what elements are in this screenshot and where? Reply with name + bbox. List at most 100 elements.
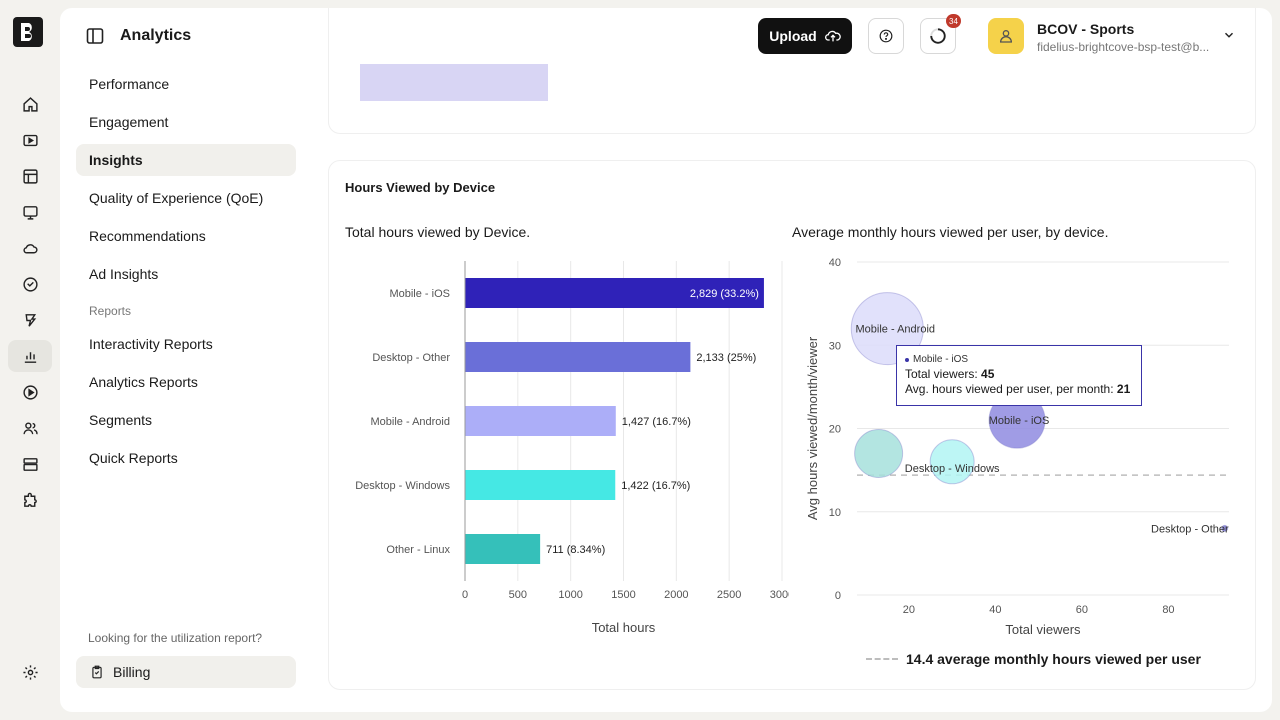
y-category-label: Mobile - iOS: [389, 288, 450, 300]
x-tick-label: 60: [1076, 604, 1088, 616]
upload-label: Upload: [769, 28, 817, 44]
upload-button[interactable]: Upload: [758, 18, 852, 54]
bar: [465, 278, 764, 308]
x-tick-label: 1500: [611, 589, 635, 601]
page-title: Analytics: [120, 27, 192, 44]
x-tick-label: 80: [1162, 604, 1174, 616]
x-tick-label: 20: [903, 604, 915, 616]
tooltip-series: Mobile - iOS: [913, 354, 969, 365]
bubble-label: Desktop - Other: [1151, 523, 1229, 535]
activity-button[interactable]: [920, 18, 956, 54]
x-tick-label: 2000: [664, 589, 688, 601]
tooltip-viewers-value: 45: [981, 367, 995, 381]
billing-label: Billing: [113, 664, 151, 680]
icon-rail: [0, 0, 58, 720]
nav-insights[interactable]: Insights: [76, 144, 296, 176]
x-tick-label: 3000: [770, 589, 789, 601]
tooltip-avg-value: 21: [1116, 382, 1131, 396]
bar-data-label: 2,133 (25%): [696, 352, 756, 364]
user-icon: [999, 30, 1013, 43]
brand-icon[interactable]: [8, 304, 52, 336]
bar-data-label: 1,427 (16.7%): [622, 416, 691, 428]
video-icon[interactable]: [8, 124, 52, 156]
nav-analytics-reports[interactable]: Analytics Reports: [89, 374, 198, 390]
series-dot-icon: [905, 357, 909, 362]
y-axis-title: Avg hours viewed/month/viewer: [805, 336, 820, 520]
bar: [465, 470, 616, 500]
help-icon: [879, 29, 893, 43]
bar: [465, 534, 541, 564]
nav-recommendations[interactable]: Recommendations: [89, 228, 206, 244]
bar-data-label: 711 (8.34%): [546, 544, 605, 556]
avatar: [988, 18, 1024, 54]
y-tick-label: 30: [829, 340, 841, 352]
bubble-label: Desktop - Windows: [905, 463, 1000, 475]
hours-by-device-card: Hours Viewed by Device Total hours viewe…: [328, 160, 1256, 690]
sidebar-toggle-icon[interactable]: [86, 27, 104, 45]
bar-data-label: 1,422 (16.7%): [621, 480, 690, 492]
shield-check-icon[interactable]: [8, 268, 52, 300]
billing-button[interactable]: Billing: [76, 656, 296, 688]
y-tick-label: 0: [835, 590, 841, 602]
main-panel: Analytics Upload 34 BCOV - Sports fideli…: [60, 8, 1272, 712]
nav-engagement[interactable]: Engagement: [89, 114, 169, 130]
archive-icon[interactable]: [8, 448, 52, 480]
y-tick-label: 10: [829, 507, 841, 519]
users-icon[interactable]: [8, 412, 52, 444]
puzzle-icon[interactable]: [8, 484, 52, 516]
brand-logo[interactable]: [12, 16, 44, 48]
bar: [465, 342, 691, 372]
nav-segments[interactable]: Segments: [89, 412, 153, 428]
chevron-down-icon[interactable]: [1222, 28, 1236, 42]
y-category-label: Other - Linux: [386, 544, 450, 556]
x-tick-label: 500: [509, 589, 527, 601]
y-category-label: Desktop - Other: [372, 352, 450, 364]
x-tick-label: 0: [462, 589, 468, 601]
y-category-label: Mobile - Android: [371, 416, 451, 428]
account-switcher[interactable]: BCOV - Sports fidelius-brightcove-bsp-te…: [988, 18, 1244, 54]
dashed-line-swatch: [866, 658, 898, 660]
bubble-chart-subtitle: Average monthly hours viewed per user, b…: [792, 224, 1109, 240]
clipboard-icon: [92, 665, 102, 679]
cloud-icon[interactable]: [8, 232, 52, 264]
x-tick-label: 1000: [558, 589, 582, 601]
cloud-upload-icon: [824, 30, 841, 42]
nav-ad-insights[interactable]: Ad Insights: [89, 266, 159, 282]
card-title: Hours Viewed by Device: [345, 180, 496, 195]
y-tick-label: 40: [829, 257, 841, 269]
x-axis-title: Total viewers: [1005, 622, 1081, 637]
nav-interactivity-reports[interactable]: Interactivity Reports: [89, 336, 213, 352]
notification-badge: 34: [946, 14, 961, 28]
help-button[interactable]: [868, 18, 904, 54]
viewers-bubble-chart: 0 10 20 30 40 20 40 60 80 Mobile - Android Mobile …: [805, 257, 1229, 637]
spinner-icon: [930, 28, 946, 44]
play-circle-icon[interactable]: [8, 376, 52, 408]
monitor-icon[interactable]: [8, 196, 52, 228]
analytics-nav: Performance Engagement Insights Quality …: [76, 68, 296, 480]
x-axis-title: Total hours: [592, 620, 656, 635]
chart-tooltip: Mobile - iOS Total viewers: 45 Avg. hour…: [896, 345, 1142, 406]
bubble-point: [854, 428, 904, 478]
reference-line-legend: 14.4 average monthly hours viewed per us…: [866, 651, 1201, 667]
y-tick-label: 20: [829, 424, 841, 436]
nav-quick-reports[interactable]: Quick Reports: [89, 450, 178, 466]
analytics-icon[interactable]: [8, 340, 52, 372]
tooltip-viewers-label: Total viewers:: [905, 367, 982, 381]
hours-bar-chart: 0 500 1000 1500 2000 2500 3000 Mobile - iOS 2,82…: [355, 261, 789, 635]
tooltip-avg-label: Avg. hours viewed per user, per month:: [905, 382, 1117, 396]
bubble-label: Mobile - iOS: [989, 415, 1050, 427]
bubble-point: [929, 439, 975, 485]
nav-qoe[interactable]: Quality of Experience (QoE): [89, 190, 264, 206]
utilization-hint: Looking for the utilization report?: [88, 631, 263, 645]
x-tick-label: 2500: [717, 589, 741, 601]
reports-section-label: Reports: [89, 304, 132, 318]
y-category-label: Desktop - Windows: [355, 480, 450, 492]
settings-icon[interactable]: [8, 656, 52, 688]
bar: [465, 406, 616, 436]
bar-chart-subtitle: Total hours viewed by Device.: [345, 224, 531, 240]
nav-performance[interactable]: Performance: [89, 76, 170, 92]
account-name: BCOV - Sports: [1037, 21, 1135, 37]
bar-data-label: 2,829 (33.2%): [690, 288, 759, 300]
home-icon[interactable]: [8, 88, 52, 120]
layout-icon[interactable]: [8, 160, 52, 192]
